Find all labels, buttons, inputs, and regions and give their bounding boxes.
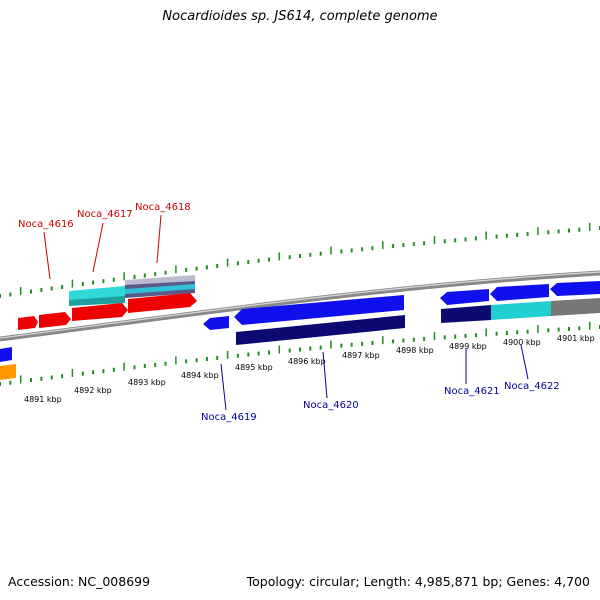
gene-arrow[interactable]: [550, 281, 600, 296]
kbp-tick-label: 4896 kbp: [288, 357, 326, 366]
gene-label[interactable]: Noca_4617: [77, 209, 133, 220]
gene-arrow[interactable]: [203, 316, 229, 330]
accession-text: Accession: NC_008699: [8, 574, 151, 589]
kbp-tick-label: 4892 kbp: [74, 386, 112, 395]
gene-leader-line: [92, 222, 104, 273]
gene-arrow[interactable]: [72, 303, 128, 321]
inner-tick-row: [0, 321, 600, 386]
outer-tick-row: [0, 222, 600, 298]
gene-label[interactable]: Noca_4622: [504, 381, 560, 392]
kbp-scale-labels: 4891 kbp 4892 kbp 4893 kbp 4894 kbp 4895 kbp…: [24, 334, 595, 404]
forward-features: [18, 275, 197, 330]
gene-label[interactable]: Noca_4616: [18, 219, 74, 230]
gene-arrow[interactable]: [39, 312, 71, 328]
gene-arrow[interactable]: [0, 347, 12, 362]
gene-leader-line: [220, 363, 227, 411]
gene-arrow[interactable]: [441, 305, 491, 323]
gene-label[interactable]: Noca_4618: [135, 202, 191, 213]
gene-arrow[interactable]: [125, 275, 195, 285]
gene-leader-line: [43, 231, 51, 280]
kbp-tick-label: 4893 kbp: [128, 378, 166, 387]
kbp-tick-label: 4901 kbp: [557, 334, 595, 343]
kbp-tick-label: 4897 kbp: [342, 351, 380, 360]
gene-arrow[interactable]: [69, 286, 125, 300]
map-title: Nocardioides sp. JS614, complete genome: [162, 9, 438, 24]
kbp-tick-label: 4899 kbp: [449, 342, 487, 351]
gene-arrow[interactable]: [551, 298, 600, 316]
kbp-tick-label: 4895 kbp: [235, 363, 273, 372]
genome-summary-text: Topology: circular; Length: 4,985,871 bp…: [246, 574, 590, 589]
gene-arrow[interactable]: [125, 284, 195, 294]
gene-leader-line: [156, 214, 162, 264]
gene-arrow[interactable]: [18, 316, 38, 330]
genome-backbone-highlight: [0, 271, 600, 339]
gene-label[interactable]: Noca_4620: [303, 400, 359, 411]
gene-leader-line: [520, 344, 529, 380]
gene-label[interactable]: Noca_4621: [444, 386, 500, 397]
gene-arrow[interactable]: [490, 284, 549, 301]
reverse-features: [0, 281, 600, 380]
gene-arrow[interactable]: [236, 315, 405, 345]
genome-backbone: [0, 270, 600, 342]
gene-arrow[interactable]: [491, 301, 551, 320]
kbp-tick-label: 4891 kbp: [24, 395, 62, 404]
kbp-tick-label: 4898 kbp: [396, 346, 434, 355]
gene-arrow[interactable]: [234, 295, 404, 325]
gene-leader-line: [322, 351, 328, 399]
kbp-tick-label: 4900 kbp: [503, 338, 541, 347]
kbp-tick-label: 4894 kbp: [181, 371, 219, 380]
gene-arrow[interactable]: [128, 293, 197, 313]
gene-arrow[interactable]: [440, 289, 489, 305]
gene-label[interactable]: Noca_4619: [201, 412, 257, 423]
gene-arrow[interactable]: [0, 364, 16, 380]
